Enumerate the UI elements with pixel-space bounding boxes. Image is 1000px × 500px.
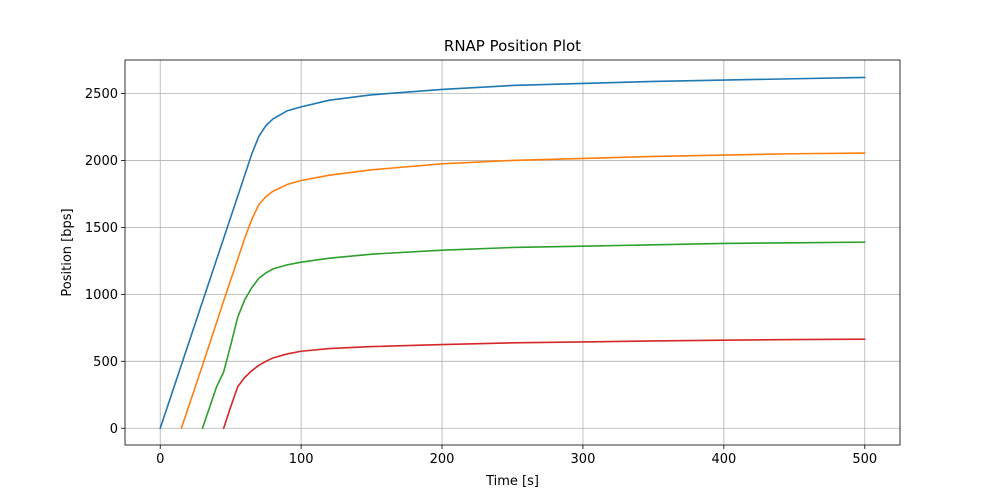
x-tick-label: 300: [571, 452, 596, 467]
x-tick-label: 0: [156, 452, 164, 467]
series-line-3: [201, 241, 866, 430]
series-group: [159, 76, 866, 430]
y-tick-label: 0: [110, 422, 118, 437]
x-tick-label: 100: [289, 452, 314, 467]
x-tick-label: 500: [852, 452, 877, 467]
grid: [125, 60, 900, 445]
series-line-4: [222, 338, 866, 430]
x-axis-label: Time [s]: [485, 474, 539, 489]
y-tick-label: 500: [93, 355, 118, 370]
x-tick-label: 400: [711, 452, 736, 467]
y-axis-label: Position [bps]: [60, 208, 75, 296]
y-tick-label: 1000: [85, 288, 118, 303]
y-tick-label: 1500: [85, 221, 118, 236]
y-tick-label: 2500: [85, 87, 118, 102]
x-tick-label: 200: [430, 452, 455, 467]
series-line-1: [159, 76, 866, 430]
y-tick-label: 2000: [85, 154, 118, 169]
series-line-2: [180, 152, 866, 430]
axes-ticks: 0 100 200 300 400 500 0 500 1000 1500 2000 2500: [85, 87, 877, 467]
plot-frame: [124, 59, 901, 446]
chart-title: RNAP Position Plot: [444, 37, 581, 55]
